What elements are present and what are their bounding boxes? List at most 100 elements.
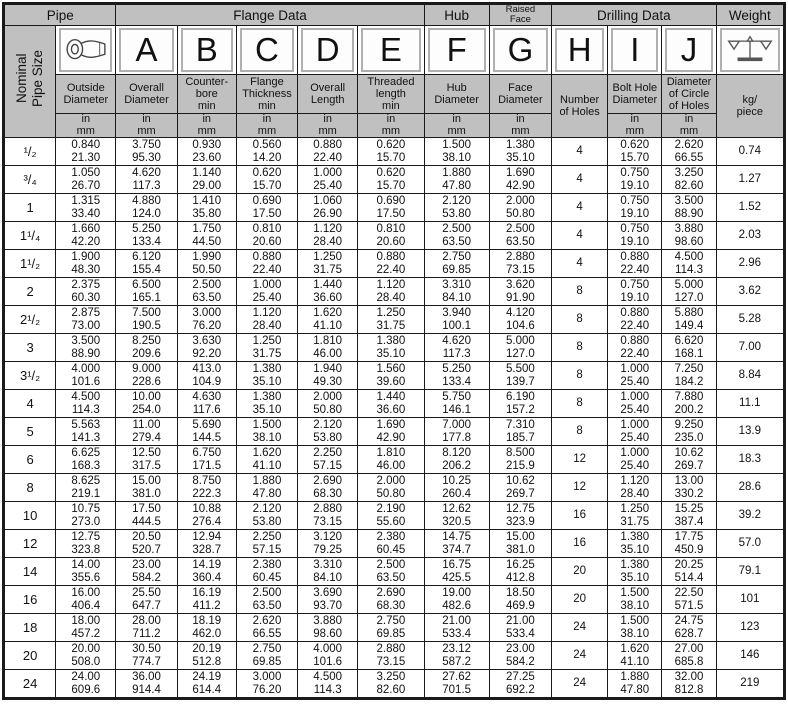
cell-outside-diameter: 2.875 73.00 <box>55 305 117 334</box>
cell-overall-diameter: 30.50 774.7 <box>115 641 178 670</box>
cell-circle-of-holes: 3.880 98.60 <box>661 221 717 250</box>
cell-circle-of-holes: 2.620 66.55 <box>661 137 717 166</box>
cell-counter-bore: 1.410 35.80 <box>176 193 237 222</box>
cell-bolt-hole-diameter: 0.750 19.10 <box>607 277 663 306</box>
cell-hub-diameter: 16.75 425.5 <box>423 557 490 586</box>
cell-weight: 146 <box>715 641 786 670</box>
cell-bolt-hole-diameter: 1.120 28.40 <box>607 473 663 502</box>
cell-overall-diameter: 23.00 584.2 <box>115 557 178 586</box>
cell-circle-of-holes: 7.250 184.2 <box>661 361 717 390</box>
cell-threaded-length: 0.690 17.50 <box>357 193 425 222</box>
cell-face-diameter: 5.000 127.0 <box>488 333 553 362</box>
row-size: 20 <box>2 641 57 670</box>
cell-overall-diameter: 3.750 95.30 <box>115 137 178 166</box>
cell-overall-diameter: 12.50 317.5 <box>115 445 178 474</box>
cell-outside-diameter: 5.563 141.3 <box>55 417 117 446</box>
cell-outside-diameter: 1.660 42.20 <box>55 221 117 250</box>
cell-bolt-hole-diameter: 1.500 38.10 <box>607 613 663 642</box>
cell-circle-of-holes: 7.880 200.2 <box>661 389 717 418</box>
cell-overall-diameter: 6.500 165.1 <box>115 277 178 306</box>
cell-face-diameter: 5.500 139.7 <box>488 361 553 390</box>
cell-number-of-holes: 8 <box>551 417 609 446</box>
cell-face-diameter: 7.310 185.7 <box>488 417 553 446</box>
cell-overall-length: 1.940 49.30 <box>297 361 359 390</box>
cell-circle-of-holes: 4.500 114.3 <box>661 249 717 278</box>
cell-overall-diameter: 17.50 444.5 <box>115 501 178 530</box>
cell-flange-thickness: 1.380 35.10 <box>235 389 299 418</box>
cell-threaded-length: 3.250 82.60 <box>357 669 425 699</box>
cell-weight: 1.27 <box>715 165 786 194</box>
cell-overall-diameter: 28.00 711.2 <box>115 613 178 642</box>
cell-circle-of-holes: 17.75 450.9 <box>661 529 717 558</box>
cell-flange-thickness: 0.880 22.40 <box>235 249 299 278</box>
cell-overall-diameter: 25.50 647.7 <box>115 585 178 614</box>
cell-hub-diameter: 3.940 100.1 <box>423 305 490 334</box>
desc-circle-of-holes: Diameter of Circle of Holes <box>661 74 717 114</box>
cell-outside-diameter: 24.00 609.6 <box>55 669 117 699</box>
cell-outside-diameter: 14.00 355.6 <box>55 557 117 586</box>
cell-circle-of-holes: 10.62 269.7 <box>661 445 717 474</box>
cell-number-of-holes: 8 <box>551 277 609 306</box>
cell-face-diameter: 1.690 42.90 <box>488 165 553 194</box>
cell-threaded-length: 0.810 20.60 <box>357 221 425 250</box>
cell-outside-diameter: 20.00 508.0 <box>55 641 117 670</box>
row-size: 1¹/₄ <box>2 221 57 250</box>
row-size: 5 <box>2 417 57 446</box>
cell-threaded-length: 2.880 73.15 <box>357 641 425 670</box>
cell-number-of-holes: 4 <box>551 249 609 278</box>
cell-flange-thickness: 2.380 60.45 <box>235 557 299 586</box>
cell-flange-thickness: 3.000 76.20 <box>235 669 299 699</box>
cell-weight: 13.9 <box>715 417 786 446</box>
table-row: 1¹/₄ 1.660 42.20 5.250 133.4 1.750 44.50 0.810 2… <box>2 221 786 250</box>
cell-hub-diameter: 19.00 482.6 <box>423 585 490 614</box>
cell-bolt-hole-diameter: 0.880 22.40 <box>607 305 663 334</box>
cell-face-diameter: 4.120 104.6 <box>488 305 553 334</box>
cell-overall-length: 3.880 98.60 <box>297 613 359 642</box>
cell-overall-length: 3.120 79.25 <box>297 529 359 558</box>
cell-threaded-length: 0.620 15.70 <box>357 137 425 166</box>
cell-outside-diameter: 6.625 168.3 <box>55 445 117 474</box>
row-size: 12 <box>2 529 57 558</box>
table-row: 18 18.00 457.2 28.00 711.2 18.19 462.0 2.620 66.… <box>2 613 786 642</box>
cell-number-of-holes: 20 <box>551 585 609 614</box>
cell-circle-of-holes: 32.00 812.8 <box>661 669 717 699</box>
cell-overall-length: 2.250 57.15 <box>297 445 359 474</box>
cell-threaded-length: 0.620 15.70 <box>357 165 425 194</box>
cell-number-of-holes: 24 <box>551 669 609 699</box>
cell-bolt-hole-diameter: 1.000 25.40 <box>607 361 663 390</box>
cell-overall-length: 4.000 101.6 <box>297 641 359 670</box>
cell-hub-diameter: 14.75 374.7 <box>423 529 490 558</box>
cell-counter-bore: 0.930 23.60 <box>176 137 237 166</box>
cell-counter-bore: 8.750 222.3 <box>176 473 237 502</box>
table-row: 14 14.00 355.6 23.00 584.2 14.19 360.4 2.380 60.… <box>2 557 786 586</box>
cell-bolt-hole-diameter: 1.250 31.75 <box>607 501 663 530</box>
cell-face-diameter: 16.25 412.8 <box>488 557 553 586</box>
units-threaded-length: in mm <box>357 113 425 138</box>
cell-counter-bore: 1.750 44.50 <box>176 221 237 250</box>
cell-number-of-holes: 24 <box>551 641 609 670</box>
cell-counter-bore: 12.94 328.7 <box>176 529 237 558</box>
table-row: 3¹/₂ 4.000 101.6 9.000 228.6 413.0 104.9 1.380 3… <box>2 361 786 390</box>
cell-overall-diameter: 11.00 279.4 <box>115 417 178 446</box>
cell-number-of-holes: 8 <box>551 361 609 390</box>
cell-flange-thickness: 1.120 28.40 <box>235 305 299 334</box>
cell-outside-diameter: 16.00 406.4 <box>55 585 117 614</box>
weight-illustration-cell <box>715 25 786 75</box>
cell-counter-bore: 4.630 117.6 <box>176 389 237 418</box>
column-letter-j: J <box>661 25 717 75</box>
cell-threaded-length: 2.750 69.85 <box>357 613 425 642</box>
cell-circle-of-holes: 15.25 387.4 <box>661 501 717 530</box>
cell-circle-of-holes: 27.00 685.8 <box>661 641 717 670</box>
cell-threaded-length: 2.190 55.60 <box>357 501 425 530</box>
cell-weight: 5.28 <box>715 305 786 334</box>
cell-circle-of-holes: 22.50 571.5 <box>661 585 717 614</box>
cell-overall-diameter: 15.00 381.0 <box>115 473 178 502</box>
cell-bolt-hole-diameter: 1.880 47.80 <box>607 669 663 699</box>
cell-hub-diameter: 12.62 320.5 <box>423 501 490 530</box>
cell-number-of-holes: 8 <box>551 389 609 418</box>
desc-threaded-length: Threaded length min <box>357 74 425 114</box>
cell-overall-length: 3.310 84.10 <box>297 557 359 586</box>
cell-face-diameter: 6.190 157.2 <box>488 389 553 418</box>
table-row: 4 4.500 114.3 10.00 254.0 4.630 117.6 1.380 35.1… <box>2 389 786 418</box>
cell-counter-bore: 413.0 104.9 <box>176 361 237 390</box>
